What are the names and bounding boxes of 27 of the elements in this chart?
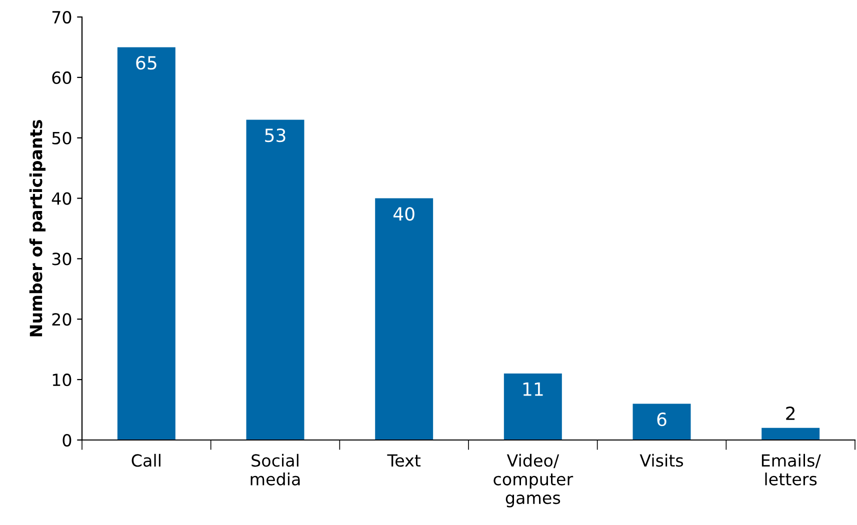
data-label: 65 xyxy=(136,56,156,70)
bar xyxy=(504,374,562,440)
x-tick-label: Call xyxy=(132,454,160,467)
bar xyxy=(246,120,304,440)
x-tick-label: Text xyxy=(387,454,421,467)
bar xyxy=(632,404,691,440)
y-tick-label: 0 xyxy=(62,434,72,447)
data-label: 6 xyxy=(657,412,666,426)
bar xyxy=(762,428,820,440)
y-tick-label: 70 xyxy=(52,10,72,24)
data-label: 40 xyxy=(393,207,414,221)
bar xyxy=(117,47,176,440)
y-tick-label: 20 xyxy=(52,313,72,326)
x-tick-label: Visits xyxy=(640,454,684,467)
y-tick-label: 60 xyxy=(52,71,72,84)
data-label: 53 xyxy=(265,128,286,142)
y-tick-label: 40 xyxy=(52,192,72,205)
data-label: 11 xyxy=(523,382,543,396)
bar xyxy=(375,198,434,440)
x-tick-label: Emails/ letters xyxy=(762,454,821,486)
y-tick-label: 50 xyxy=(52,132,72,144)
x-tick-label: Video/ computer games xyxy=(494,454,574,508)
data-label: 2 xyxy=(786,406,795,420)
y-tick-label: 10 xyxy=(52,374,72,386)
y-axis-title: Number of participants xyxy=(29,120,46,336)
x-tick-label: Social media xyxy=(250,454,300,486)
y-tick-label: 30 xyxy=(52,252,72,266)
